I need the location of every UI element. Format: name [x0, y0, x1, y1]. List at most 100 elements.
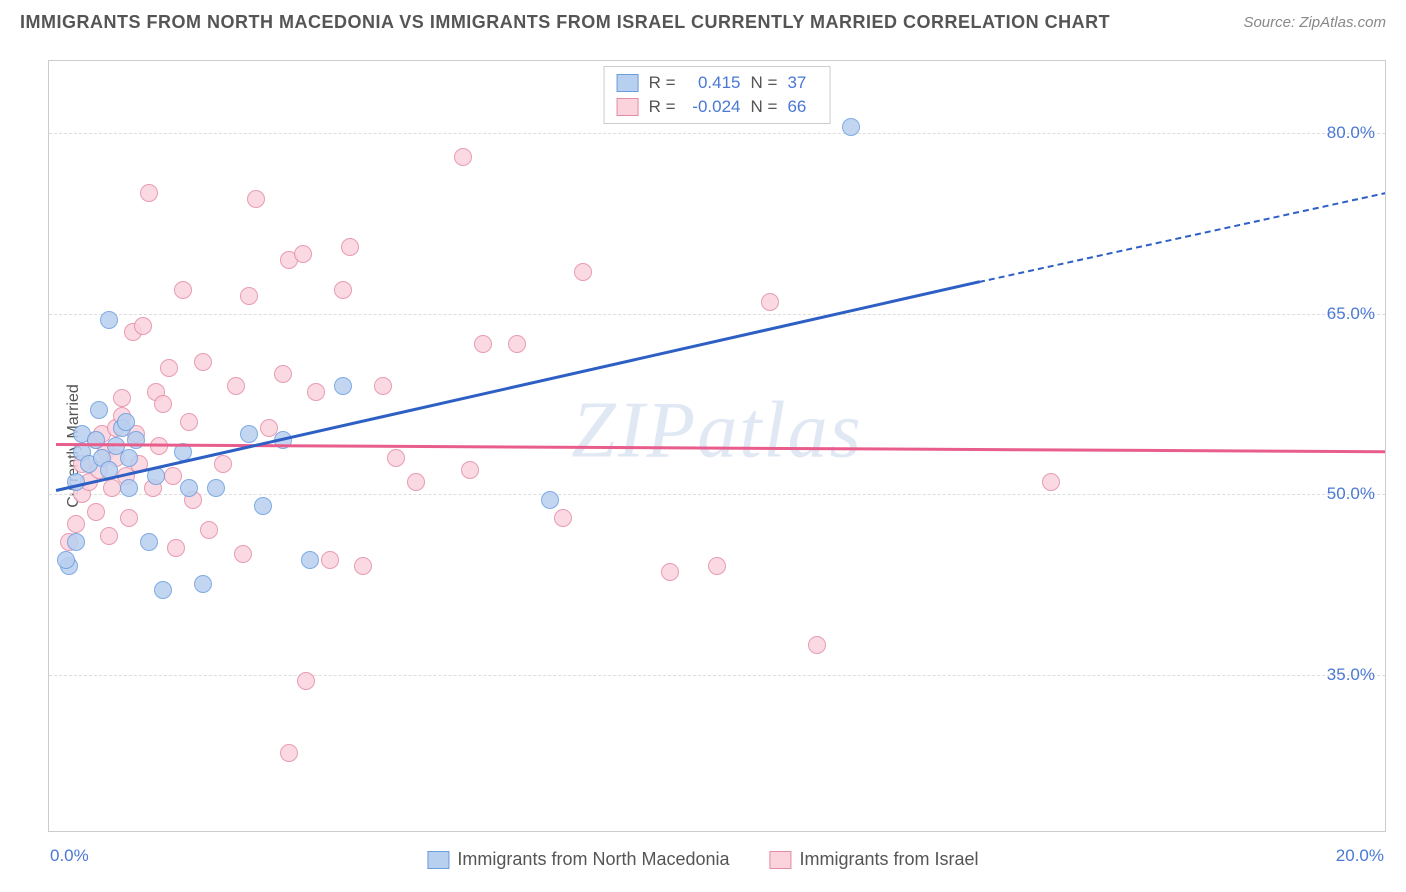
legend-r-label: R = [649, 97, 676, 117]
scatter-point-macedonia [117, 413, 135, 431]
regression-line-macedonia-dashed [979, 191, 1385, 282]
legend-label-israel: Immigrants from Israel [800, 849, 979, 870]
scatter-point-israel [387, 449, 405, 467]
scatter-point-israel [708, 557, 726, 575]
legend-n-value-israel: 66 [787, 97, 817, 117]
legend-r-value-israel: -0.024 [686, 97, 741, 117]
legend-item-macedonia: Immigrants from North Macedonia [427, 849, 729, 870]
y-tick-label: 50.0% [1327, 484, 1375, 504]
scatter-point-israel [167, 539, 185, 557]
scatter-point-israel [374, 377, 392, 395]
scatter-point-israel [280, 744, 298, 762]
scatter-point-israel [154, 395, 172, 413]
scatter-point-macedonia [301, 551, 319, 569]
scatter-point-israel [194, 353, 212, 371]
legend-n-value-macedonia: 37 [787, 73, 817, 93]
legend-row-macedonia: R = 0.415 N = 37 [617, 71, 818, 95]
scatter-point-macedonia [90, 401, 108, 419]
y-tick-label: 35.0% [1327, 665, 1375, 685]
scatter-point-israel [120, 509, 138, 527]
scatter-point-israel [227, 377, 245, 395]
legend-series: Immigrants from North Macedonia Immigran… [427, 849, 978, 870]
scatter-point-macedonia [57, 551, 75, 569]
scatter-point-israel [554, 509, 572, 527]
legend-r-label: R = [649, 73, 676, 93]
scatter-point-macedonia [541, 491, 559, 509]
scatter-point-macedonia [254, 497, 272, 515]
gridline-h [49, 494, 1385, 495]
legend-n-label: N = [751, 73, 778, 93]
scatter-point-israel [474, 335, 492, 353]
y-tick-label: 80.0% [1327, 123, 1375, 143]
scatter-point-israel [334, 281, 352, 299]
scatter-point-israel [341, 238, 359, 256]
scatter-point-israel [174, 281, 192, 299]
scatter-point-israel [761, 293, 779, 311]
scatter-point-israel [164, 467, 182, 485]
gridline-h [49, 314, 1385, 315]
scatter-point-israel [294, 245, 312, 263]
scatter-point-israel [574, 263, 592, 281]
scatter-point-macedonia [140, 533, 158, 551]
watermark: ZIPatlas [571, 385, 863, 476]
scatter-point-israel [67, 515, 85, 533]
scatter-point-israel [214, 455, 232, 473]
legend-n-label: N = [751, 97, 778, 117]
scatter-point-macedonia [842, 118, 860, 136]
scatter-point-israel [180, 413, 198, 431]
x-axis-label-min: 0.0% [50, 846, 89, 866]
legend-r-value-macedonia: 0.415 [686, 73, 741, 93]
scatter-point-israel [113, 389, 131, 407]
chart-source: Source: ZipAtlas.com [1243, 14, 1386, 31]
scatter-point-israel [1042, 473, 1060, 491]
scatter-point-macedonia [120, 479, 138, 497]
legend-label-macedonia: Immigrants from North Macedonia [457, 849, 729, 870]
legend-swatch-macedonia [617, 74, 639, 92]
scatter-point-israel [508, 335, 526, 353]
scatter-point-macedonia [154, 581, 172, 599]
legend-swatch-israel-2 [770, 851, 792, 869]
legend-item-israel: Immigrants from Israel [770, 849, 979, 870]
scatter-point-macedonia [127, 431, 145, 449]
scatter-point-israel [100, 527, 118, 545]
x-axis-label-max: 20.0% [1336, 846, 1384, 866]
scatter-point-israel [234, 545, 252, 563]
scatter-point-macedonia [240, 425, 258, 443]
scatter-point-israel [297, 672, 315, 690]
legend-swatch-israel [617, 98, 639, 116]
scatter-point-macedonia [120, 449, 138, 467]
scatter-point-israel [808, 636, 826, 654]
scatter-point-macedonia [207, 479, 225, 497]
legend-correlation-box: R = 0.415 N = 37 R = -0.024 N = 66 [604, 66, 831, 124]
scatter-point-israel [200, 521, 218, 539]
scatter-point-israel [240, 287, 258, 305]
scatter-point-israel [307, 383, 325, 401]
chart-title: IMMIGRANTS FROM NORTH MACEDONIA VS IMMIG… [20, 12, 1110, 33]
scatter-point-israel [321, 551, 339, 569]
scatter-point-macedonia [67, 533, 85, 551]
y-tick-label: 65.0% [1327, 304, 1375, 324]
scatter-point-israel [461, 461, 479, 479]
scatter-point-macedonia [334, 377, 352, 395]
scatter-point-israel [87, 503, 105, 521]
plot-area: ZIPatlas 35.0% 50.0% 65.0% 80.0% [49, 61, 1385, 831]
regression-line-macedonia [55, 281, 979, 492]
scatter-point-israel [407, 473, 425, 491]
scatter-point-israel [247, 190, 265, 208]
chart-container: ZIPatlas 35.0% 50.0% 65.0% 80.0% R = 0.415 … [48, 60, 1386, 832]
gridline-h [49, 675, 1385, 676]
scatter-point-israel [134, 317, 152, 335]
scatter-point-israel [160, 359, 178, 377]
scatter-point-israel [274, 365, 292, 383]
legend-swatch-macedonia-2 [427, 851, 449, 869]
scatter-point-macedonia [194, 575, 212, 593]
gridline-h [49, 133, 1385, 134]
scatter-point-israel [354, 557, 372, 575]
scatter-point-israel [140, 184, 158, 202]
scatter-point-israel [454, 148, 472, 166]
legend-row-israel: R = -0.024 N = 66 [617, 95, 818, 119]
scatter-point-macedonia [100, 311, 118, 329]
scatter-point-israel [661, 563, 679, 581]
scatter-point-macedonia [180, 479, 198, 497]
scatter-point-macedonia [87, 431, 105, 449]
